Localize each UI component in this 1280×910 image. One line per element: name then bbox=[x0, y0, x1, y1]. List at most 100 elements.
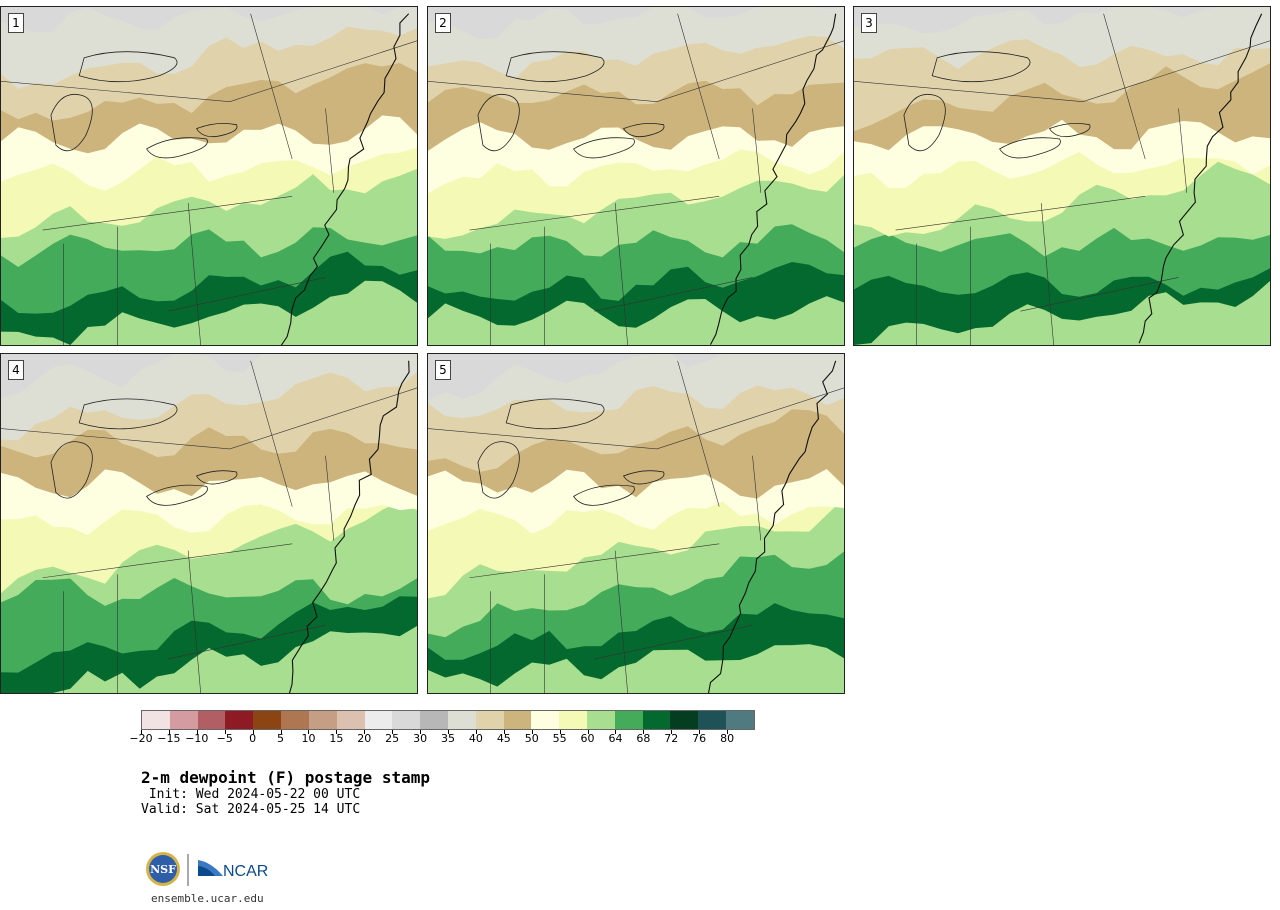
panel-number-label: 1 bbox=[8, 13, 24, 33]
colorbar-tick-label: 60 bbox=[580, 732, 595, 745]
lake-outline bbox=[999, 137, 1061, 159]
colorbar-tick-mark bbox=[141, 730, 142, 734]
lake-outline bbox=[505, 51, 605, 83]
lake-outline bbox=[195, 470, 238, 485]
coastline bbox=[280, 13, 410, 345]
panel-4: 4 bbox=[0, 353, 418, 694]
colorbar-tick-label: 55 bbox=[552, 732, 567, 745]
state-border bbox=[1040, 203, 1054, 345]
lake-outline bbox=[195, 122, 238, 138]
colorbar-tick-mark bbox=[531, 730, 533, 734]
colorbar-swatch bbox=[253, 711, 282, 729]
state-border bbox=[1, 40, 417, 102]
lake-outline bbox=[78, 398, 178, 430]
panel-number-label: 3 bbox=[861, 13, 877, 33]
dewpoint-band bbox=[428, 7, 844, 79]
coastline bbox=[707, 360, 837, 693]
lake-outline bbox=[622, 470, 665, 485]
state-border bbox=[428, 40, 844, 102]
state-border bbox=[167, 624, 326, 660]
colorbar-swatch bbox=[559, 711, 587, 729]
coastline bbox=[1138, 13, 1263, 344]
dewpoint-band bbox=[428, 7, 844, 40]
dewpoint-map bbox=[1, 7, 417, 345]
colorbar-swatch bbox=[475, 711, 504, 729]
dewpoint-band bbox=[854, 7, 1270, 34]
colorbar-tick-label: 15 bbox=[329, 732, 344, 745]
lake-outline bbox=[573, 137, 635, 159]
state-border bbox=[1, 387, 417, 450]
colorbar-tick-label: 10 bbox=[301, 732, 316, 745]
colorbar-swatch bbox=[336, 711, 365, 729]
colorbar-tick-label: 40 bbox=[468, 732, 483, 745]
colorbar-tick-mark bbox=[420, 730, 422, 734]
dewpoint-band bbox=[1, 7, 417, 33]
state-border bbox=[428, 387, 844, 450]
colorbar-tick-mark bbox=[168, 730, 170, 734]
nsf-ncar-logo: NSF NCAR bbox=[145, 852, 275, 890]
lake-outline bbox=[622, 122, 665, 138]
state-border bbox=[752, 108, 762, 193]
colorbar-swatch bbox=[670, 711, 699, 729]
state-border bbox=[895, 195, 1146, 231]
valid-time: Valid: Sat 2024-05-25 14 UTC bbox=[141, 802, 361, 817]
colorbar-tick-label: −10 bbox=[185, 732, 209, 745]
colorbar-tick-mark bbox=[503, 730, 505, 734]
state-border bbox=[167, 277, 326, 312]
colorbar-tick-mark bbox=[392, 730, 394, 734]
state-border bbox=[614, 550, 628, 693]
colorbar-tick-mark bbox=[252, 730, 254, 734]
colorbar-tick-label: 76 bbox=[692, 732, 707, 745]
colorbar-tick-label: 20 bbox=[357, 732, 372, 745]
state-border bbox=[42, 195, 293, 231]
colorbar-tick-mark bbox=[727, 730, 729, 734]
lake-outline bbox=[477, 93, 520, 152]
state-border bbox=[187, 203, 201, 345]
lake-outline bbox=[50, 441, 93, 499]
colorbar-tick-label: 72 bbox=[664, 732, 679, 745]
colorbar-swatch bbox=[614, 711, 643, 729]
init-time: Init: Wed 2024-05-22 00 UTC bbox=[141, 787, 361, 802]
panel-1: 1 bbox=[0, 6, 418, 346]
colorbar-tick-label: 5 bbox=[277, 732, 285, 745]
colorbar-tick-mark bbox=[308, 730, 310, 734]
state-border bbox=[469, 195, 720, 231]
dewpoint-map bbox=[428, 354, 844, 693]
state-border bbox=[854, 40, 1270, 102]
state-border bbox=[1020, 277, 1179, 312]
state-border bbox=[677, 13, 720, 160]
colorbar-tick-mark bbox=[336, 730, 338, 734]
colorbar-tick-mark bbox=[448, 730, 449, 734]
dewpoint-band bbox=[1, 7, 417, 89]
state-border bbox=[1103, 13, 1146, 160]
lake-outline bbox=[505, 398, 605, 430]
ncar-logo-text: NCAR bbox=[223, 863, 268, 880]
colorbar-ticks: −20 −15 −10 −5 0 5 10 15 20 25 30 35 40 45 50 55 60 64 68 7… bbox=[129, 730, 755, 752]
state-border bbox=[250, 360, 293, 507]
lake-outline bbox=[146, 484, 208, 506]
colorbar-tick-label: 30 bbox=[413, 732, 428, 745]
lake-outline bbox=[477, 441, 520, 499]
dewpoint-band bbox=[1, 354, 417, 398]
colorbar-swatch bbox=[531, 711, 560, 729]
colorbar-swatch bbox=[225, 711, 254, 729]
colorbar-tick-label: 45 bbox=[496, 732, 511, 745]
panel-number-label: 4 bbox=[8, 360, 24, 380]
colorbar-tick-mark bbox=[559, 730, 561, 734]
coastline bbox=[288, 360, 410, 693]
colorbar-swatch bbox=[503, 711, 532, 729]
dewpoint-map bbox=[854, 7, 1270, 345]
dewpoint-map bbox=[428, 7, 844, 345]
colorbar-tick-label: −20 bbox=[129, 732, 153, 745]
colorbar-tick-mark bbox=[224, 730, 226, 734]
colorbar-swatch bbox=[420, 711, 448, 729]
colorbar-tick-mark bbox=[280, 730, 282, 734]
colorbar-tick-label: −5 bbox=[216, 732, 233, 745]
nsf-logo-text: NSF bbox=[150, 863, 176, 876]
state-border bbox=[469, 543, 720, 579]
lake-outline bbox=[1048, 122, 1091, 138]
state-border bbox=[325, 455, 335, 541]
lake-outline bbox=[931, 51, 1031, 83]
colorbar-tick-mark bbox=[643, 730, 645, 734]
colorbar-tick-mark bbox=[364, 730, 366, 734]
